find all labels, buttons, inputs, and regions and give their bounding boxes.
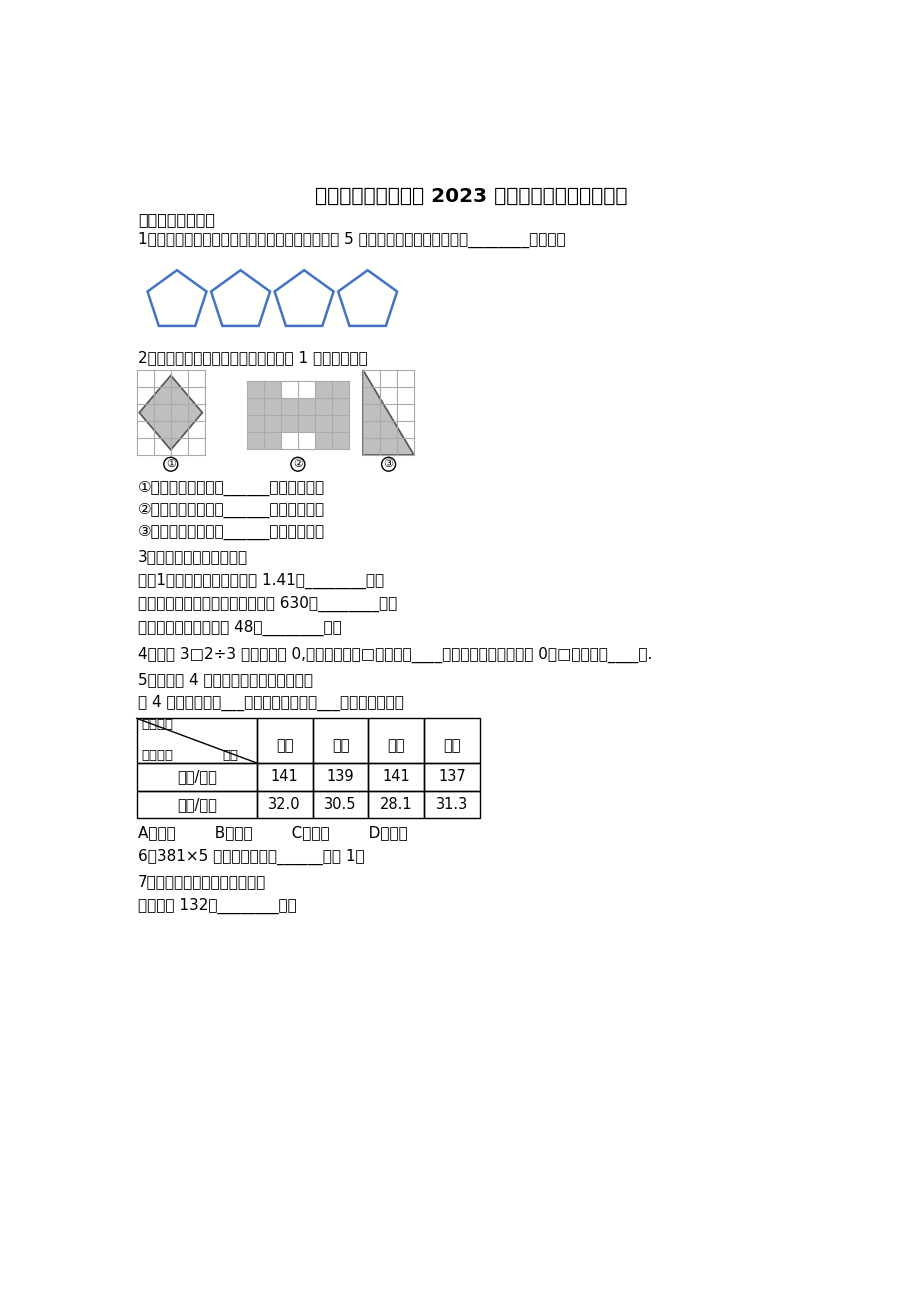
Text: 141: 141 — [270, 769, 299, 784]
Text: 32.0: 32.0 — [268, 797, 301, 812]
Text: ①中图形的面积是（______）平方厘米。: ①中图形的面积是（______）平方厘米。 — [138, 482, 325, 496]
Text: 139: 139 — [326, 769, 354, 784]
Bar — [368, 763, 424, 790]
Bar — [368, 719, 424, 763]
Text: 28.1: 28.1 — [380, 797, 413, 812]
Polygon shape — [139, 375, 202, 450]
Bar — [368, 790, 424, 819]
Circle shape — [290, 457, 304, 471]
Text: 她使用的数学课本封面的面积约为 630（________）。: 她使用的数学课本封面的面积约为 630（________）。 — [138, 596, 397, 612]
Text: 5．下面是 4 位同学的体检情况统计表。: 5．下面是 4 位同学的体检情况统计表。 — [138, 672, 312, 687]
Text: 7．在括号里填上适当的单位。: 7．在括号里填上适当的单位。 — [138, 874, 267, 889]
Text: 1．下图中的每个五边形的边长都相同，每条边长 5 厘米。这个图形的周长是（________）厘米。: 1．下图中的每个五边形的边长都相同，每条边长 5 厘米。这个图形的周长是（___… — [138, 232, 565, 247]
Text: ②中图形的面积是（______）平方厘米。: ②中图形的面积是（______）平方厘米。 — [138, 503, 325, 518]
Text: 体检项目: 体检项目 — [142, 749, 173, 762]
Text: 6．381×5 的积的末尾有（______）个 1．: 6．381×5 的积的末尾有（______）个 1． — [138, 849, 365, 865]
Bar — [137, 719, 256, 763]
Text: 31.3: 31.3 — [436, 797, 468, 812]
Text: 2．写出下面各图形的面积（每小格为 1 平方厘米）。: 2．写出下面各图形的面积（每小格为 1 平方厘米）。 — [138, 350, 368, 366]
Circle shape — [381, 457, 395, 471]
Text: A．小红        B．小亮        C．小芳        D．小雅: A．小红 B．小亮 C．小芳 D．小雅 — [138, 824, 407, 840]
Text: ③: ③ — [383, 460, 393, 469]
Text: 一、神奇小帮手。: 一、神奇小帮手。 — [138, 212, 215, 227]
Bar — [424, 790, 480, 819]
Text: ②: ② — [292, 460, 302, 469]
Bar — [256, 719, 312, 763]
Text: 137: 137 — [437, 769, 466, 784]
Bar — [312, 790, 368, 819]
Bar — [424, 719, 480, 763]
Text: 4．要使 3□2÷3 的商中间有 0,且没有余数，□里应填（____），要使商末尾有两个 0，□里应填（____）.: 4．要使 3□2÷3 的商中间有 0,且没有余数，□里应填（____），要使商末… — [138, 647, 652, 663]
Bar — [280, 398, 314, 432]
Text: 这 4 位同学中，（___）的体重最重，（___）的身高最矮。: 这 4 位同学中，（___）的体重最重，（___）的身高最矮。 — [138, 695, 403, 711]
Bar — [256, 790, 312, 819]
Text: ③中图形的面积是（______）平方厘米。: ③中图形的面积是（______）平方厘米。 — [138, 525, 325, 539]
Bar — [312, 763, 368, 790]
Bar — [314, 381, 348, 449]
Text: 141: 141 — [382, 769, 410, 784]
Text: 小芳: 小芳 — [387, 738, 404, 754]
Text: 体检结果: 体检结果 — [142, 717, 173, 730]
Text: 她所在教室的面积约为 48（________）。: 她所在教室的面积约为 48（________）。 — [138, 620, 342, 635]
Circle shape — [164, 457, 177, 471]
Bar — [312, 719, 368, 763]
Text: 三（1）班学生王宁的身高是 1.41（________）。: 三（1）班学生王宁的身高是 1.41（________）。 — [138, 573, 384, 590]
Polygon shape — [363, 370, 414, 454]
Bar — [137, 763, 256, 790]
Text: 小明身高 132（________）；: 小明身高 132（________）； — [138, 897, 297, 914]
Bar — [256, 763, 312, 790]
Text: 小亮: 小亮 — [332, 738, 349, 754]
Text: 河北省保定市涞源县 2023 年数学三下期末统考试题: 河北省保定市涞源县 2023 年数学三下期末统考试题 — [315, 186, 627, 206]
Text: 30.5: 30.5 — [323, 797, 357, 812]
Text: 3．填上合适的单位名称。: 3．填上合适的单位名称。 — [138, 549, 248, 564]
Text: ①: ① — [165, 460, 176, 469]
Text: 身高/厘米: 身高/厘米 — [176, 769, 217, 784]
Text: 姓名: 姓名 — [222, 749, 238, 762]
Bar — [137, 790, 256, 819]
Text: 小雅: 小雅 — [443, 738, 460, 754]
Bar — [424, 763, 480, 790]
Text: 体重/千克: 体重/千克 — [176, 797, 217, 812]
Text: 小红: 小红 — [276, 738, 293, 754]
Bar — [246, 381, 280, 449]
